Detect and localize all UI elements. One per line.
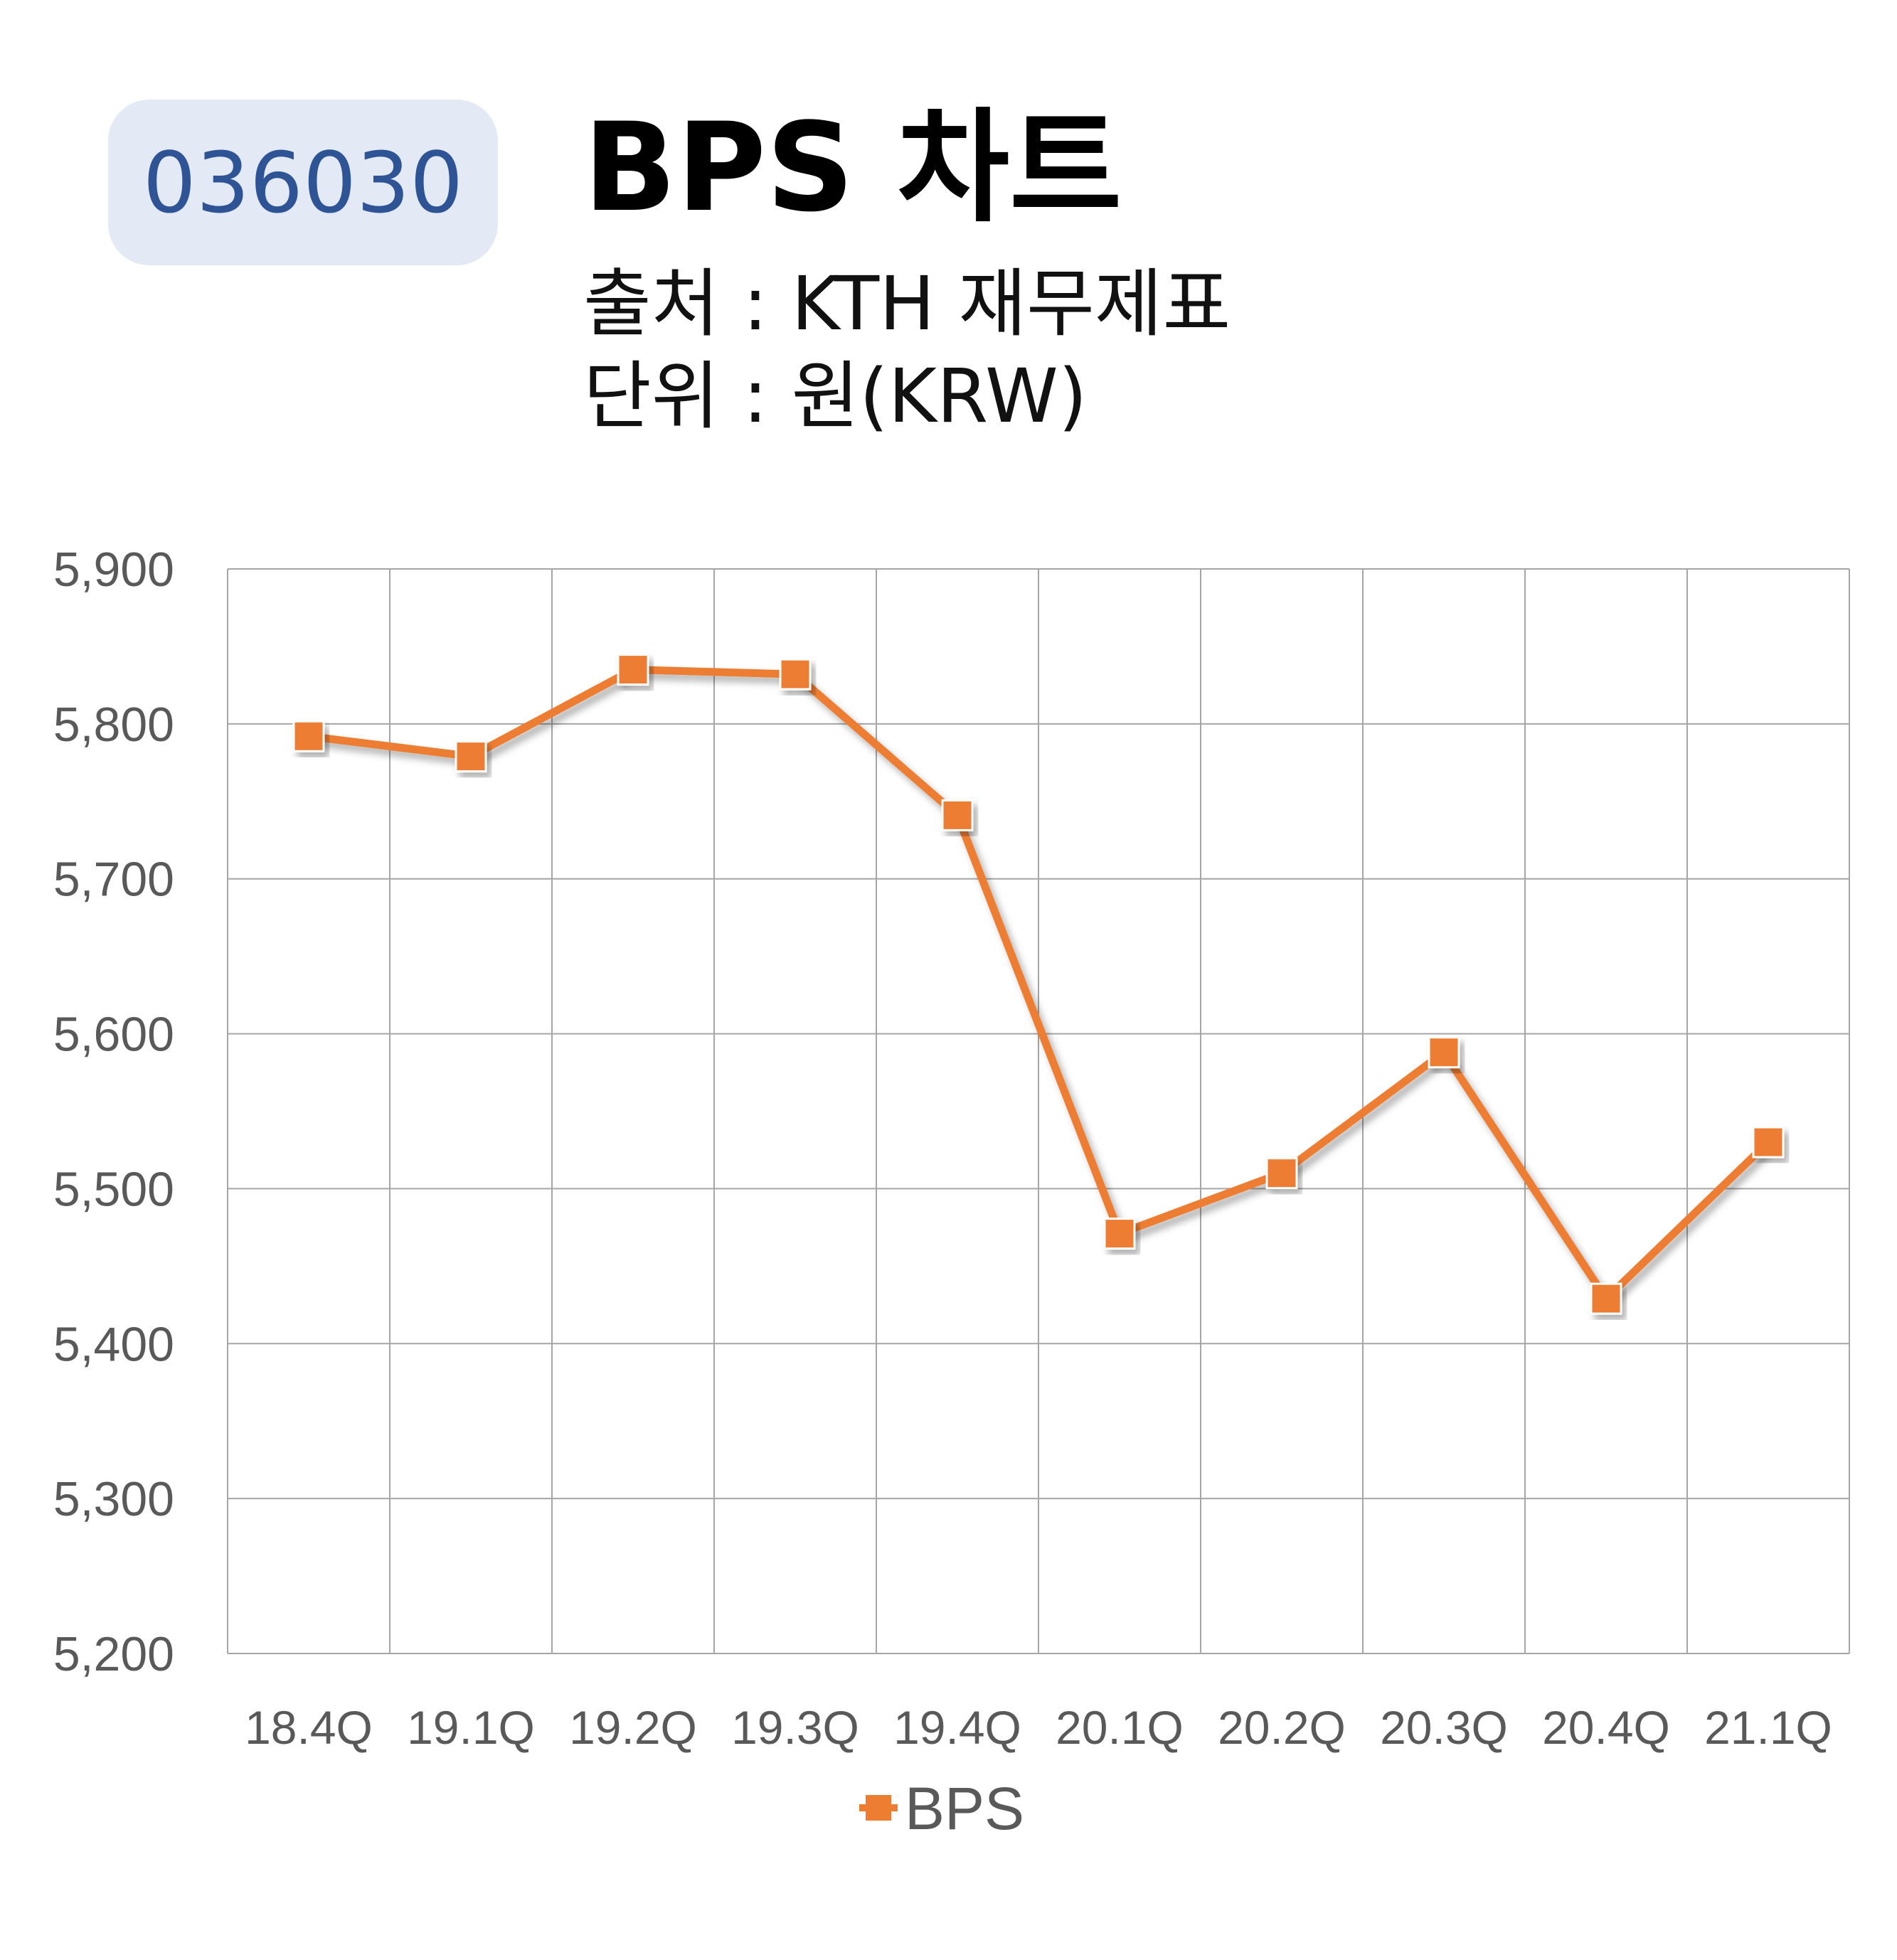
- x-axis-ticks: 18.4Q 19.1Q 19.2Q 19.3Q 19.4Q 20.1Q 20.2Q 20.3Q…: [245, 1701, 1832, 1754]
- x-tick-label: 19.3Q: [731, 1701, 859, 1754]
- stock-code-badge: 036030: [108, 100, 498, 265]
- legend-marker: [866, 1795, 891, 1821]
- x-tick-label: 20.1Q: [1056, 1701, 1184, 1754]
- y-tick-label: 5,300: [53, 1472, 174, 1526]
- data-point: [455, 740, 487, 773]
- data-point: [1265, 1157, 1298, 1190]
- y-tick-label: 5,900: [53, 543, 174, 597]
- data-point: [1103, 1218, 1136, 1250]
- y-tick-label: 5,800: [53, 698, 174, 752]
- x-tick-label: 19.2Q: [569, 1701, 697, 1754]
- x-tick-label: 19.1Q: [407, 1701, 535, 1754]
- y-tick-label: 5,500: [53, 1162, 174, 1216]
- x-tick-label: 18.4Q: [245, 1701, 373, 1754]
- data-point: [779, 658, 812, 691]
- data-point: [617, 654, 649, 686]
- chart-title: BPS 차트: [583, 96, 1122, 239]
- unit-label: 단위 : 원(KRW): [583, 353, 1088, 440]
- y-tick-label: 5,200: [53, 1627, 174, 1681]
- legend: BPS: [859, 1775, 1024, 1842]
- source-label: 출처 : KTH 재무제표: [583, 260, 1231, 347]
- series-bps: [292, 654, 1785, 1315]
- x-tick-label: 20.4Q: [1542, 1701, 1670, 1754]
- grid: [227, 568, 1850, 1654]
- y-axis-ticks: 5,200 5,300 5,400 5,500 5,600 5,700 5,800 5,900: [53, 543, 174, 1681]
- x-tick-label: 20.3Q: [1380, 1701, 1508, 1754]
- data-point: [292, 720, 325, 752]
- data-point: [1590, 1282, 1622, 1315]
- x-tick-label: 19.4Q: [893, 1701, 1021, 1754]
- y-tick-label: 5,400: [53, 1317, 174, 1371]
- legend-label-bps: BPS: [905, 1775, 1024, 1842]
- y-tick-label: 5,600: [53, 1008, 174, 1062]
- y-tick-label: 5,700: [53, 853, 174, 907]
- x-tick-label: 21.1Q: [1704, 1701, 1832, 1754]
- data-point: [1752, 1126, 1785, 1159]
- stock-code: 036030: [142, 133, 464, 232]
- series-line-bps: [308, 666, 1771, 1303]
- x-tick-label: 20.2Q: [1218, 1701, 1346, 1754]
- data-point: [1428, 1036, 1460, 1069]
- data-point: [941, 799, 974, 831]
